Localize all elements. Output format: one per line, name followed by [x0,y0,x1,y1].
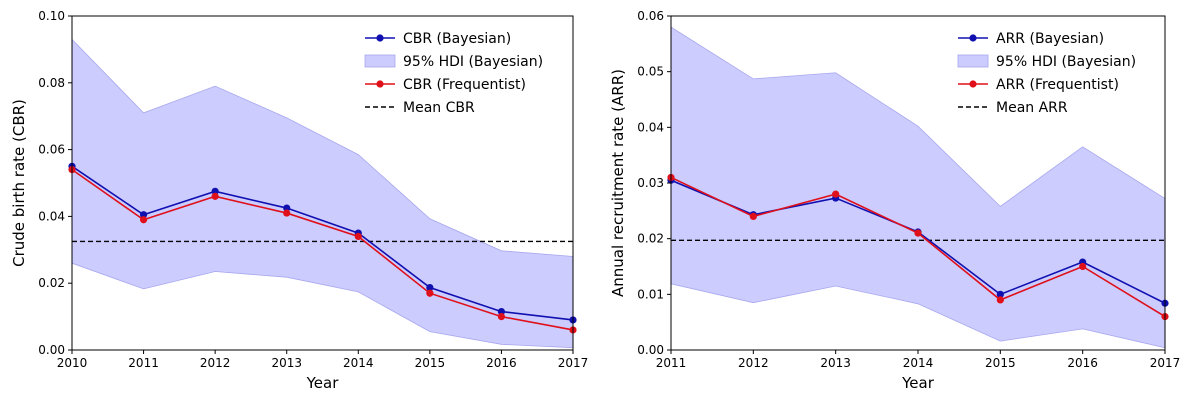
cbr-y-tick-label: 0.10 [38,9,65,23]
cbr-x-tick-label: 2016 [486,356,517,370]
cbr-frequentist-point [426,289,434,297]
cbr-x-tick-label: 2013 [271,356,302,370]
arr-chart: 2011 2012 2013 2014 2015 2016 2017 0.00 0.01 0.02… [609,9,1180,392]
cbr-legend-frequentist-marker [376,80,384,88]
arr-y-tick-label: 0.00 [637,343,664,357]
cbr-x-axis-label: Year [306,374,340,392]
cbr-legend-bayesian-marker [376,34,384,42]
arr-bayesian-point [996,290,1004,298]
arr-x-axis-label: Year [901,374,935,392]
arr-x-tick-label: 2011 [656,356,687,370]
arr-x-tick-label: 2013 [820,356,851,370]
arr-frequentist-point [1079,262,1087,271]
cbr-legend-hdi-swatch [364,54,396,68]
cbr-legend-frequentist-label: CBR (Frequentist) [403,77,526,93]
cbr-x-tick-label: 2017 [558,356,589,370]
cbr-frequentist-point [211,192,219,200]
arr-frequentist-point [832,190,840,198]
cbr-legend: CBR (Bayesian) 95% HDI (Bayesian) CBR (Fre… [364,31,543,116]
cbr-y-axis-label: Crude birth rate (CBR) [10,99,28,267]
cbr-legend-mean-label: Mean CBR [403,100,475,116]
arr-legend-hdi-swatch [957,54,989,68]
cbr-x-tick-label: 2015 [415,356,446,370]
arr-y-tick-label: 0.02 [637,232,664,246]
cbr-legend-hdi-label: 95% HDI (Bayesian) [403,54,543,70]
arr-hdi-band [670,26,1166,349]
cbr-frequentist-point [354,232,362,241]
cbr-bayesian-point [211,187,219,195]
arr-legend-frequentist-label: ARR (Frequentist) [996,77,1119,93]
arr-y-axis-label: Annual recruitment rate (ARR) [609,69,627,297]
arr-legend-hdi-label: 95% HDI (Bayesian) [996,54,1136,70]
cbr-legend-bayesian-label: CBR (Bayesian) [403,31,511,47]
cbr-y-tick-label: 0.04 [38,209,65,223]
cbr-bayesian-point [497,307,506,316]
arr-y-tick-label: 0.04 [637,120,664,134]
cbr-x-tick-label: 2012 [200,356,231,370]
cbr-y-tick-label: 0.06 [38,143,65,157]
cbr-frequentist-point [283,209,291,217]
arr-y-tick-label: 0.06 [637,9,664,23]
cbr-y-tick-label: 0.08 [38,76,65,90]
arr-x-tick-label: 2017 [1150,356,1181,370]
arr-legend: ARR (Bayesian) 95% HDI (Bayesian) ARR (Fre… [957,31,1136,116]
arr-y-tick-label: 0.03 [637,176,664,190]
arr-y-tick-label: 0.01 [637,287,664,301]
arr-frequentist-point [749,212,757,220]
arr-y-tick-label: 0.05 [637,65,664,79]
arr-x-tick-label: 2015 [985,356,1016,370]
arr-frequentist-point [914,229,922,237]
cbr-y-tick-label: 0.02 [38,276,65,290]
cbr-x-tick-label: 2014 [343,356,374,370]
cbr-y-tick-label: 0.00 [38,343,65,357]
arr-frequentist-point [996,296,1004,304]
arr-x-tick-label: 2012 [738,356,769,370]
arr-x-tick-label: 2016 [1067,356,1098,370]
cbr-bayesian-point [283,204,291,212]
arr-x-tick-label: 2014 [903,356,934,370]
cbr-frequentist-point [139,216,148,224]
arr-legend-bayesian-marker [969,34,977,42]
cbr-x-tick-label: 2010 [57,356,88,370]
cbr-frequentist-line [71,168,574,331]
arr-legend-frequentist-marker [969,80,977,88]
cbr-frequentist-point [497,313,506,321]
cbr-bayesian-point [426,283,434,292]
cbr-bayesian-point [139,211,148,219]
cbr-axes-frame [71,15,574,351]
cbr-x-tick-label: 2011 [128,356,159,370]
arr-legend-bayesian-label: ARR (Bayesian) [996,31,1104,47]
arr-legend-mean-label: Mean ARR [996,100,1068,116]
cbr-chart: 2010 2011 2012 2013 2014 2015 2016 2017 0.00 0.02… [10,9,588,392]
cbr-bayesian-line [71,165,574,321]
